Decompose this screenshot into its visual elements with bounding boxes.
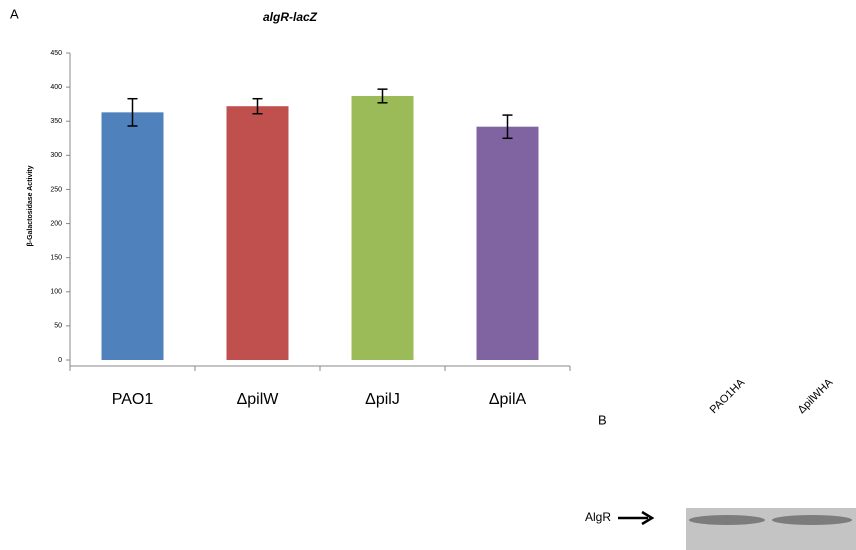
panel-label: A <box>10 6 19 21</box>
blot-band <box>772 515 852 525</box>
y-tick-label: 350 <box>50 118 62 125</box>
bar <box>351 95 414 360</box>
bar <box>476 126 539 361</box>
y-tick-label: 0 <box>58 357 62 364</box>
y-tick-label: 250 <box>50 186 62 193</box>
y-axis-label: β-Galactosidase Activity <box>27 165 34 246</box>
lane-label: ΔpilWHA <box>796 376 836 416</box>
y-tick-label: 150 <box>50 255 62 262</box>
panel-label: B <box>598 412 607 427</box>
chart-title: algR-lacZ <box>263 10 318 24</box>
x-tick-label: ΔpilA <box>489 391 527 408</box>
y-tick-label: 50 <box>54 323 62 330</box>
bar <box>101 112 164 360</box>
y-tick-label: 450 <box>50 50 62 57</box>
blot-membrane <box>686 508 856 550</box>
lane-label: PAO1HA <box>708 376 748 416</box>
arrow-head <box>641 510 655 526</box>
x-tick-label: ΔpilW <box>237 391 280 408</box>
x-tick-label: PAO1 <box>112 391 154 408</box>
x-tick-label: ΔpilJ <box>365 391 400 408</box>
y-tick-label: 300 <box>50 152 62 159</box>
y-tick-label: 400 <box>50 84 62 91</box>
y-tick-label: 100 <box>50 289 62 296</box>
blot-band <box>689 515 765 525</box>
bar <box>226 106 289 360</box>
band-label: AlgR <box>585 510 611 524</box>
y-tick-label: 200 <box>50 220 62 227</box>
